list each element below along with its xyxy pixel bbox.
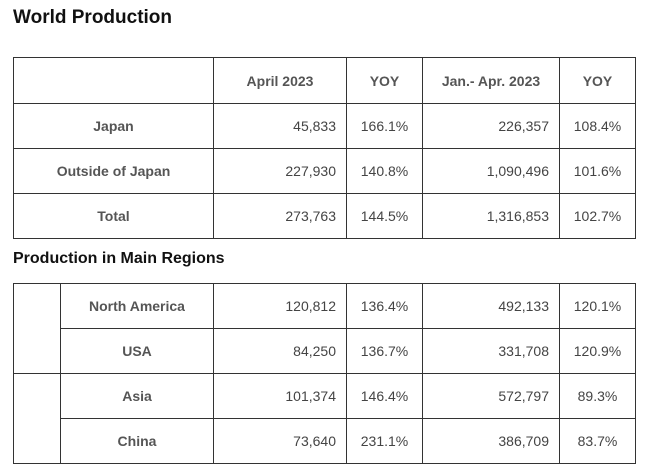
- row-label: Outside of Japan: [13, 148, 214, 194]
- row-label: Total: [13, 193, 214, 239]
- cell-ytd: 226,357: [422, 103, 560, 149]
- cell-april: 120,812: [213, 283, 347, 329]
- cell-ytd: 1,090,496: [422, 148, 560, 194]
- main-regions-table: North America 120,812 136.4% 492,133 120…: [13, 283, 636, 464]
- cell-yoy: 83.7%: [559, 418, 636, 464]
- cell-yoy: 108.4%: [559, 103, 636, 149]
- cell-april: 73,640: [213, 418, 347, 464]
- main-regions-title: Production in Main Regions: [13, 250, 225, 267]
- cell-yoy: 89.3%: [559, 373, 636, 419]
- row-label: China: [60, 418, 214, 464]
- cell-yoy: 146.4%: [346, 373, 423, 419]
- cell-yoy: 102.7%: [559, 193, 636, 239]
- cell-yoy: 120.1%: [559, 283, 636, 329]
- indent-spacer: [13, 373, 61, 419]
- table-row: China 73,640 231.1% 386,709 83.7%: [14, 418, 636, 464]
- cell-yoy: 231.1%: [346, 418, 423, 464]
- cell-yoy: 136.7%: [346, 328, 423, 374]
- cell-april: 45,833: [213, 103, 347, 149]
- table-row: Asia 101,374 146.4% 572,797 89.3%: [13, 373, 636, 419]
- cell-april: 227,930: [213, 148, 347, 194]
- cell-yoy: 136.4%: [346, 283, 423, 329]
- indent-spacer: [14, 419, 61, 464]
- row-label: USA: [60, 328, 214, 374]
- cell-ytd: 386,709: [422, 418, 560, 464]
- indent-spacer: [14, 284, 61, 329]
- cell-april: 101,374: [213, 373, 347, 419]
- table-header-row: April 2023 YOY Jan.- Apr. 2023 YOY: [13, 57, 636, 104]
- cell-ytd: 572,797: [422, 373, 560, 419]
- table-row: North America 120,812 136.4% 492,133 120…: [14, 283, 636, 329]
- table-row: Japan 45,833 166.1% 226,357 108.4%: [13, 103, 636, 149]
- cell-yoy: 166.1%: [346, 103, 423, 149]
- world-production-table: April 2023 YOY Jan.- Apr. 2023 YOY Japan…: [13, 57, 636, 239]
- table-row: Outside of Japan 227,930 140.8% 1,090,49…: [13, 148, 636, 194]
- table-row: USA 84,250 136.7% 331,708 120.9%: [14, 328, 636, 374]
- cell-ytd: 331,708: [422, 328, 560, 374]
- world-production-title: World Production: [13, 7, 173, 28]
- cell-yoy: 144.5%: [346, 193, 423, 239]
- cell-ytd: 492,133: [422, 283, 560, 329]
- cell-april: 84,250: [213, 328, 347, 374]
- header-april-2023: April 2023: [213, 57, 347, 104]
- cell-ytd: 1,316,853: [422, 193, 560, 239]
- table-row: Total 273,763 144.5% 1,316,853 102.7%: [13, 193, 636, 239]
- indent-spacer: [14, 329, 61, 374]
- header-yoy: YOY: [346, 57, 423, 104]
- header-jan-apr-2023: Jan.- Apr. 2023: [422, 57, 560, 104]
- header-empty: [13, 57, 214, 104]
- cell-april: 273,763: [213, 193, 347, 239]
- cell-yoy: 140.8%: [346, 148, 423, 194]
- cell-yoy: 120.9%: [559, 328, 636, 374]
- header-yoy: YOY: [559, 57, 636, 104]
- row-label: Japan: [13, 103, 214, 149]
- row-label: North America: [60, 283, 214, 329]
- cell-yoy: 101.6%: [559, 148, 636, 194]
- row-label: Asia: [60, 373, 214, 419]
